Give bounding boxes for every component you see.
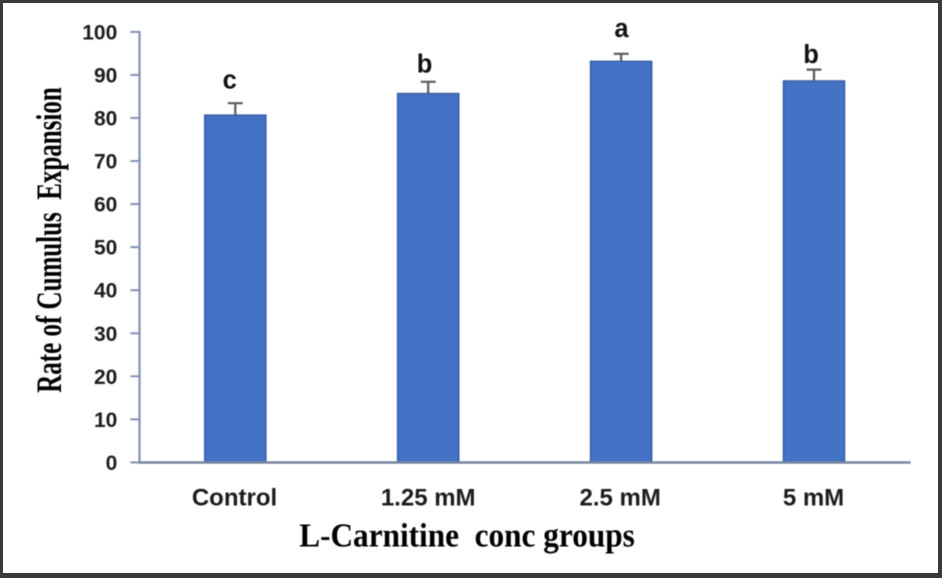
svg-text:10: 10 xyxy=(94,409,117,432)
svg-text:60: 60 xyxy=(94,194,117,217)
svg-text:20: 20 xyxy=(94,366,117,389)
svg-text:L-Carnitine conc groups: L-Carnitine conc groups xyxy=(299,517,635,554)
svg-text:a: a xyxy=(614,15,629,43)
svg-text:c: c xyxy=(223,67,237,95)
svg-text:Control: Control xyxy=(192,485,277,512)
svg-text:b: b xyxy=(803,41,819,69)
svg-text:0: 0 xyxy=(106,452,118,475)
svg-text:50: 50 xyxy=(94,237,117,260)
svg-text:2.5 mM: 2.5 mM xyxy=(580,485,661,512)
svg-text:90: 90 xyxy=(94,65,117,88)
svg-text:80: 80 xyxy=(94,108,117,131)
svg-text:Rate of Cumulus Expansion: Rate of Cumulus Expansion xyxy=(30,87,69,392)
svg-text:b: b xyxy=(417,51,433,79)
svg-text:100: 100 xyxy=(82,21,117,44)
svg-text:70: 70 xyxy=(94,151,117,174)
svg-text:30: 30 xyxy=(94,323,117,346)
svg-text:5 mM: 5 mM xyxy=(783,485,844,512)
svg-text:1.25 mM: 1.25 mM xyxy=(381,485,476,512)
svg-text:40: 40 xyxy=(94,280,117,303)
